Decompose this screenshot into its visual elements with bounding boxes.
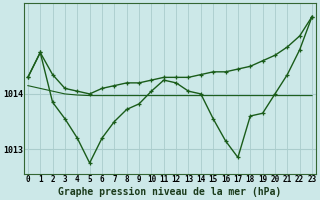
X-axis label: Graphe pression niveau de la mer (hPa): Graphe pression niveau de la mer (hPa) xyxy=(58,187,282,197)
